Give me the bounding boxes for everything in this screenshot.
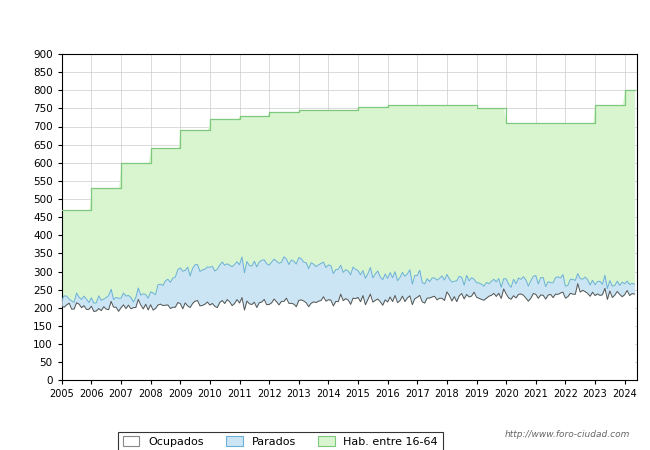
- Text: http://www.foro-ciudad.com: http://www.foro-ciudad.com: [505, 430, 630, 439]
- Text: Riudecanyes - Evolucion de la poblacion en edad de Trabajar Mayo de 2024: Riudecanyes - Evolucion de la poblacion …: [83, 17, 567, 30]
- Legend: Ocupados, Parados, Hab. entre 16-64: Ocupados, Parados, Hab. entre 16-64: [118, 432, 443, 450]
